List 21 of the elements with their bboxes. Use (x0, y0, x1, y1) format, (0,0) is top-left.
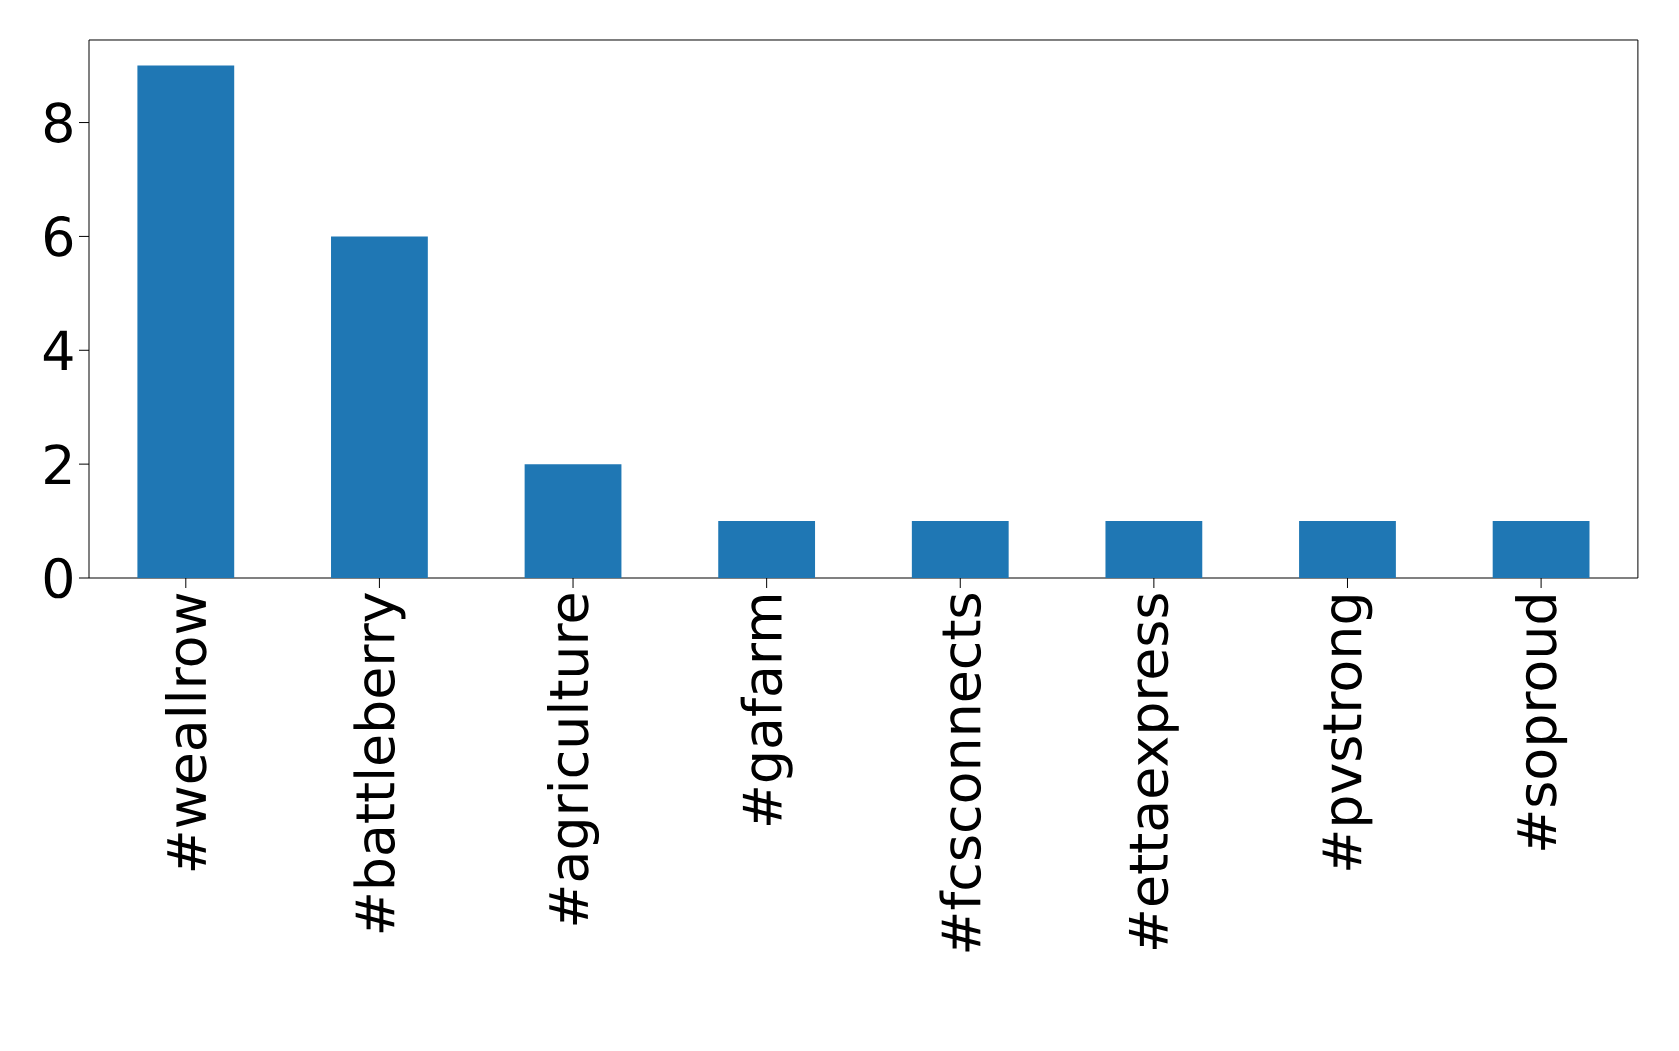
bar (1299, 521, 1396, 578)
bar (137, 65, 235, 578)
x-tick-label: #battleberry (353, 593, 406, 933)
bar (1492, 521, 1590, 578)
x-tick-label: #gafarm (740, 596, 793, 826)
x-tick-label: #ettaexpress (1128, 594, 1179, 949)
y-tick-label: 4 (43, 330, 73, 370)
x-tick-label: #agriculture (547, 594, 600, 925)
x-tick-label: #fcsconnects (939, 594, 982, 952)
y-tick-label: 8 (44, 102, 72, 143)
bar (718, 521, 816, 578)
bar (1105, 521, 1203, 578)
bar (331, 236, 428, 578)
y-tick-label: 2 (45, 444, 71, 485)
bar (524, 464, 622, 578)
bar (911, 521, 1009, 578)
x-tick-label: #pvstrong (1322, 596, 1373, 870)
y-tick-label: 6 (45, 216, 73, 257)
x-tick-label: #soproud (1515, 596, 1568, 850)
x-tick-label: #weallrow (164, 593, 207, 871)
y-tick-label: 0 (44, 557, 72, 599)
